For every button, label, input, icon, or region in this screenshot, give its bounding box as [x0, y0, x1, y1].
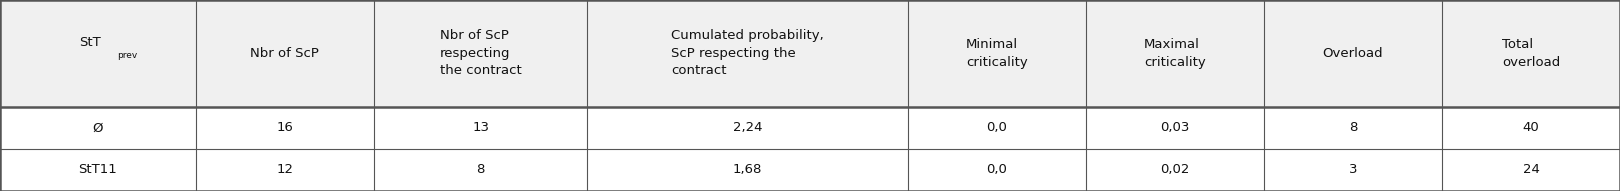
Text: Overload: Overload	[1322, 47, 1383, 60]
Bar	[1085, 149, 1264, 191]
Text: 0,0: 0,0	[987, 163, 1008, 176]
Bar	[1085, 0, 1264, 107]
Bar	[0, 107, 196, 149]
Text: 0,02: 0,02	[1160, 163, 1189, 176]
Text: Total
overload: Total overload	[1502, 38, 1560, 69]
Bar	[0, 149, 196, 191]
Text: 1,68: 1,68	[732, 163, 763, 176]
Bar	[1442, 0, 1620, 107]
Bar	[588, 107, 907, 149]
Text: StT11: StT11	[78, 163, 117, 176]
Text: Nbr of ScP
respecting
the contract: Nbr of ScP respecting the contract	[439, 29, 522, 78]
Bar	[374, 107, 588, 149]
Text: Ø: Ø	[92, 121, 104, 134]
Bar	[588, 149, 907, 191]
Bar	[1085, 107, 1264, 149]
Bar	[1442, 107, 1620, 149]
Text: prev: prev	[117, 51, 138, 60]
Text: 2,24: 2,24	[732, 121, 763, 134]
Bar	[907, 0, 1085, 107]
Text: 24: 24	[1523, 163, 1539, 176]
Bar	[196, 149, 374, 191]
Bar	[374, 149, 588, 191]
Bar	[1264, 149, 1442, 191]
Bar	[907, 149, 1085, 191]
Bar	[1264, 107, 1442, 149]
Text: 16: 16	[277, 121, 293, 134]
Bar	[588, 0, 907, 107]
Text: 0,03: 0,03	[1160, 121, 1189, 134]
Bar	[196, 0, 374, 107]
Text: 8: 8	[476, 163, 484, 176]
Bar	[0, 0, 196, 107]
Text: 8: 8	[1349, 121, 1358, 134]
Text: Minimal
criticality: Minimal criticality	[966, 38, 1027, 69]
Text: Nbr of ScP: Nbr of ScP	[251, 47, 319, 60]
Text: Maximal
criticality: Maximal criticality	[1144, 38, 1205, 69]
Text: 12: 12	[277, 163, 293, 176]
Text: 40: 40	[1523, 121, 1539, 134]
Bar	[1442, 149, 1620, 191]
Text: 3: 3	[1349, 163, 1358, 176]
Text: Cumulated probability,
ScP respecting the
contract: Cumulated probability, ScP respecting th…	[671, 29, 825, 78]
Bar	[907, 107, 1085, 149]
Text: StT: StT	[79, 36, 100, 49]
Text: 0,0: 0,0	[987, 121, 1008, 134]
Bar	[1264, 0, 1442, 107]
Bar	[374, 0, 588, 107]
Bar	[196, 107, 374, 149]
Text: 13: 13	[471, 121, 489, 134]
